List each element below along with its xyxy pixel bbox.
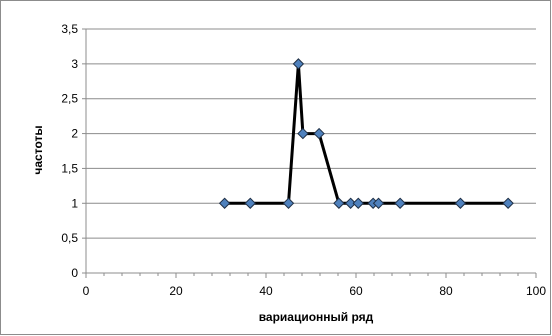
x-tick-label: 60 [349,284,363,298]
series [218,58,514,209]
data-point [352,197,364,209]
y-tick-label: 1,5 [61,161,78,175]
data-point [292,58,305,70]
y-tick-label: 2,5 [61,92,78,106]
y-axis-title: частоты [31,125,45,174]
x-tick-label: 100 [526,284,546,298]
y-tick-label: 3 [71,57,78,71]
axes [82,28,537,278]
data-point [313,127,325,140]
data-point [372,197,385,209]
y-tick-label: 0 [71,266,78,280]
data-point [454,197,467,209]
data-point [282,197,295,209]
x-tick-label: 80 [439,284,453,298]
x-tick-label: 20 [169,284,183,298]
data-point [218,197,231,209]
data-point [502,197,514,209]
x-tick-label: 40 [259,284,273,298]
data-point [394,197,406,209]
y-tick-label: 0,5 [61,231,78,245]
y-tick-label: 1 [71,196,78,210]
data-point [244,197,256,209]
y-tick-labels: 0 0,5 1 1,5 2 2,5 3 3,5 [61,22,78,280]
data-point [344,197,357,209]
y-tick-label: 2 [71,127,78,141]
data-point [333,197,345,209]
x-tick-label: 0 [83,284,90,298]
data-point [297,127,309,140]
x-tick-labels: 0 20 40 60 80 100 [83,284,547,298]
x-axis-title: вариационный ряд [259,310,374,324]
y-tick-label: 3,5 [61,22,78,36]
